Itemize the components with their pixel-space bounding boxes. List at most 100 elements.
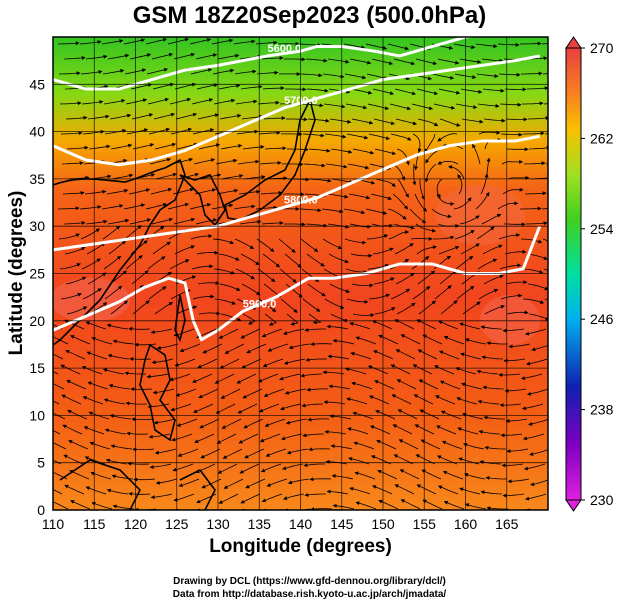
wind-streamline xyxy=(145,37,168,45)
y-tick-label: 25 xyxy=(29,266,45,282)
wind-streamline xyxy=(151,217,174,225)
wind-streamline xyxy=(263,388,285,397)
x-tick-label: 130 xyxy=(206,516,230,532)
wind-streamline xyxy=(521,71,543,76)
wind-streamline xyxy=(279,373,301,381)
wind-streamline xyxy=(457,174,463,195)
wind-streamline xyxy=(422,499,443,510)
wind-streamline xyxy=(486,341,508,346)
wind-streamline xyxy=(66,380,87,390)
wind-streamline xyxy=(321,208,344,214)
wind-streamline xyxy=(394,319,415,330)
wind-streamline xyxy=(508,343,531,349)
wind-streamline xyxy=(443,501,465,510)
wind-streamline xyxy=(528,418,548,426)
wind-streamline xyxy=(245,478,266,489)
wind-streamline xyxy=(439,380,461,390)
credit-dcl: Drawing by DCL (https://www.gfd-dennou.o… xyxy=(173,576,446,587)
wind-streamline xyxy=(528,145,548,150)
wind-streamline xyxy=(103,398,126,405)
wind-streamline xyxy=(482,88,505,93)
wind-streamline xyxy=(396,379,417,390)
wind-streamline xyxy=(477,103,500,108)
wind-streamline xyxy=(238,433,259,444)
wind-streamline xyxy=(126,431,149,436)
wind-streamline xyxy=(368,293,391,300)
wind-streamline xyxy=(351,381,373,390)
wind-streamline xyxy=(213,98,236,105)
wind-streamline xyxy=(198,143,221,150)
wind-streamline xyxy=(288,343,311,350)
wind-streamline xyxy=(197,113,220,120)
wind-streamline xyxy=(322,370,345,375)
wind-streamline xyxy=(102,368,125,375)
wind-streamline xyxy=(497,42,520,47)
wind-streamline xyxy=(103,98,126,105)
wind-streamline xyxy=(323,103,346,109)
wind-streamline xyxy=(124,225,142,240)
wind-streamline xyxy=(448,165,465,180)
wind-streamline xyxy=(521,403,544,411)
wind-streamline xyxy=(88,144,111,150)
wind-streamline xyxy=(259,160,282,165)
wind-streamline xyxy=(233,204,256,210)
wind-streamline xyxy=(111,173,134,180)
wind-streamline xyxy=(506,448,529,454)
wind-streamline xyxy=(304,327,326,332)
wind-streamline xyxy=(123,203,146,210)
wind-streamline xyxy=(464,503,487,510)
wind-streamline xyxy=(62,424,83,435)
wind-streamline xyxy=(480,325,503,330)
wind-streamline xyxy=(307,283,326,297)
wind-streamline xyxy=(59,101,82,106)
wind-streamline xyxy=(436,178,443,199)
wind-streamline xyxy=(146,67,169,75)
wind-streamline xyxy=(392,424,413,435)
wind-streamline xyxy=(131,270,149,285)
wind-streamline xyxy=(174,245,196,255)
plot-frame xyxy=(52,36,549,511)
wind-streamline xyxy=(59,263,81,270)
x-tick-label: 160 xyxy=(454,516,478,532)
wind-streamline xyxy=(246,343,267,354)
wind-streamline xyxy=(107,353,130,360)
wind-streamline xyxy=(110,143,133,150)
wind-streamline xyxy=(128,188,151,195)
wind-streamline xyxy=(224,343,245,354)
colorbar-tick-label: 238 xyxy=(590,402,614,418)
wind-streamline xyxy=(53,442,67,450)
wind-streamline xyxy=(521,268,544,274)
wind-streamline xyxy=(213,268,236,275)
wind-streamline xyxy=(373,118,396,126)
wind-streamline xyxy=(223,478,244,489)
wind-streamline xyxy=(198,311,221,316)
wind-streamline xyxy=(352,148,375,155)
wind-streamline xyxy=(481,213,502,225)
wind-streamline xyxy=(351,283,374,288)
wind-streamline xyxy=(387,43,410,51)
wind-streamline xyxy=(234,238,255,250)
colorbar-tick-label: 254 xyxy=(590,221,614,237)
y-axis-label: Latitude (degrees) xyxy=(6,190,27,356)
wind-streamline xyxy=(239,219,262,225)
wind-streamline xyxy=(507,478,530,484)
wind-streamline xyxy=(200,448,221,459)
wind-streamline xyxy=(551,314,566,324)
wind-streamline xyxy=(256,70,279,75)
wind-streamline xyxy=(194,433,215,443)
wind-streamline xyxy=(58,233,80,240)
wind-streamline xyxy=(376,439,397,450)
wind-streamline xyxy=(191,98,214,105)
wind-streamline xyxy=(173,217,196,225)
wind-streamline xyxy=(434,365,455,375)
wind-streamline xyxy=(464,338,487,345)
wind-streamline xyxy=(374,307,396,315)
y-tick-label: 20 xyxy=(29,313,45,329)
wind-streamline xyxy=(472,143,481,165)
wind-streamline xyxy=(177,172,200,180)
wind-streamline xyxy=(367,365,389,375)
wind-streamline xyxy=(110,300,128,315)
wind-streamline xyxy=(70,500,91,510)
wind-streamline xyxy=(104,128,127,135)
wind-streamline xyxy=(303,463,325,468)
